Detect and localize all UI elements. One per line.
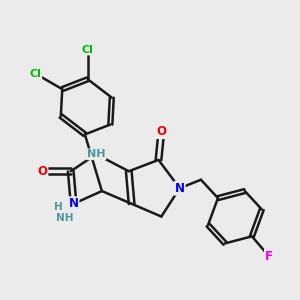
Text: NH: NH	[87, 149, 106, 159]
Text: Cl: Cl	[29, 69, 41, 79]
Text: N: N	[175, 182, 185, 195]
Text: F: F	[265, 250, 273, 263]
Text: NH: NH	[56, 213, 74, 223]
Text: O: O	[38, 165, 47, 178]
Text: N: N	[69, 197, 79, 210]
Text: O: O	[156, 125, 166, 138]
Text: H: H	[54, 202, 62, 212]
Text: Cl: Cl	[82, 44, 94, 55]
